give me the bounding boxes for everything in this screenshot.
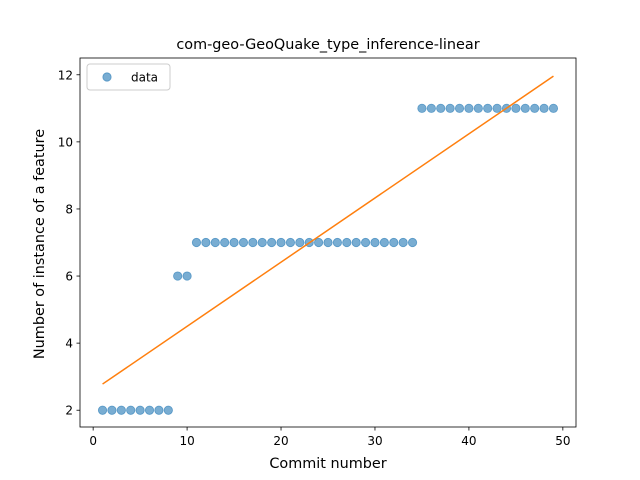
data-point (473, 103, 483, 113)
data-point (342, 237, 352, 248)
chart-title: com-geo-GeoQuake_type_inference-linear (176, 37, 479, 53)
data-point (370, 237, 380, 248)
data-point (229, 237, 239, 248)
data-point (379, 237, 389, 248)
data-point (173, 271, 183, 281)
data-point (530, 103, 540, 113)
data-point (182, 271, 192, 281)
data-point (97, 405, 108, 415)
data-point (389, 237, 399, 248)
x-axis-label: Commit number (269, 456, 386, 472)
y-tick-label: 4 (65, 337, 73, 351)
data-point (464, 103, 474, 113)
data-point (248, 237, 258, 248)
data-point (407, 237, 418, 248)
legend-label: data (131, 71, 158, 85)
data-point (285, 237, 296, 248)
data-point (116, 405, 126, 415)
data-point (417, 103, 427, 113)
data-point (511, 103, 521, 113)
data-point (201, 237, 211, 248)
data-point (135, 405, 145, 415)
data-point (314, 237, 324, 248)
x-tick-label: 10 (179, 434, 194, 448)
data-point (520, 103, 530, 113)
y-tick-label: 6 (65, 270, 73, 284)
axes-frame (79, 57, 577, 428)
data-point (163, 405, 173, 415)
data-point (107, 405, 117, 415)
data-point (267, 237, 277, 248)
data-point (238, 237, 249, 248)
data-point (436, 103, 446, 113)
data-point (426, 103, 436, 113)
data-point (332, 237, 342, 248)
legend-box (86, 63, 171, 91)
y-tick-label: 2 (65, 404, 73, 418)
data-point (360, 237, 371, 248)
y-axis-label: Number of instance of a feature (32, 129, 48, 359)
plot-area (97, 75, 559, 415)
data-point (548, 103, 559, 113)
data-point (351, 237, 361, 248)
legend-marker (102, 72, 112, 82)
y-tick-label: 12 (58, 68, 73, 82)
x-tick-label: 40 (461, 434, 476, 448)
data-point (483, 103, 493, 113)
data-point (295, 237, 305, 248)
fit-line (102, 75, 554, 385)
x-tick-label: 50 (555, 434, 570, 448)
data-point (126, 405, 136, 415)
data-point (191, 237, 202, 248)
x-tick-label: 20 (273, 434, 288, 448)
axes: 0 10 20 30 40 50 2 4 6 8 10 12 (58, 57, 577, 448)
data-point (144, 405, 155, 415)
data-point (454, 103, 465, 113)
y-tick-label: 10 (58, 135, 73, 149)
data-point (398, 237, 408, 248)
data-point (220, 237, 230, 248)
legend: data (86, 63, 171, 91)
x-tick-label: 30 (367, 434, 382, 448)
data-point (492, 103, 502, 113)
data-point (445, 103, 455, 113)
data-point (210, 237, 220, 248)
y-tick-label: 8 (65, 202, 73, 216)
data-point (539, 103, 549, 113)
data-point (154, 405, 164, 415)
data-point (276, 237, 286, 248)
x-tick-label: 0 (89, 434, 97, 448)
data-point (257, 237, 267, 248)
data-point (323, 237, 333, 248)
